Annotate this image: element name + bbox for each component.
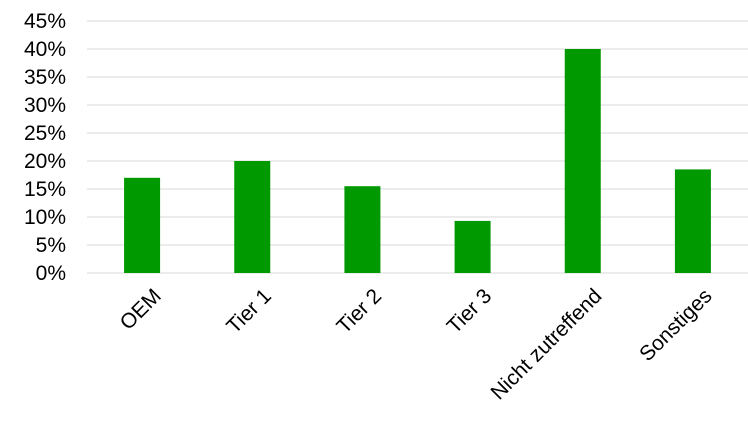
y-tick-label: 10% — [24, 206, 66, 229]
y-tick-label: 0% — [36, 262, 66, 285]
y-tick-label: 5% — [36, 234, 66, 257]
y-tick-label: 30% — [24, 94, 66, 117]
bar — [454, 220, 491, 273]
y-tick-label: 25% — [24, 122, 66, 145]
y-tick-label: 45% — [24, 10, 66, 33]
x-category-label: Tier 2 — [332, 284, 386, 338]
y-tick-label: 35% — [24, 66, 66, 89]
bar — [344, 186, 381, 273]
x-category-label: Nicht zutreffend — [486, 284, 606, 404]
x-category-label: OEM — [116, 284, 166, 334]
bar — [564, 49, 601, 273]
bar — [674, 169, 711, 273]
x-category-label: Sonstiges — [635, 284, 716, 365]
bar — [234, 161, 271, 273]
x-category-label: Tier 3 — [443, 284, 497, 338]
bars — [124, 49, 711, 273]
gridlines — [87, 20, 748, 274]
x-category-label: Tier 1 — [222, 284, 276, 338]
bar — [124, 177, 161, 273]
y-tick-label: 40% — [24, 38, 66, 61]
y-tick-label: 20% — [24, 150, 66, 173]
y-tick-label: 15% — [24, 178, 66, 201]
y-axis-tick-labels: 0% 5% 10% 15% 20% 25% 30% 35% 40% 45% — [24, 10, 66, 285]
